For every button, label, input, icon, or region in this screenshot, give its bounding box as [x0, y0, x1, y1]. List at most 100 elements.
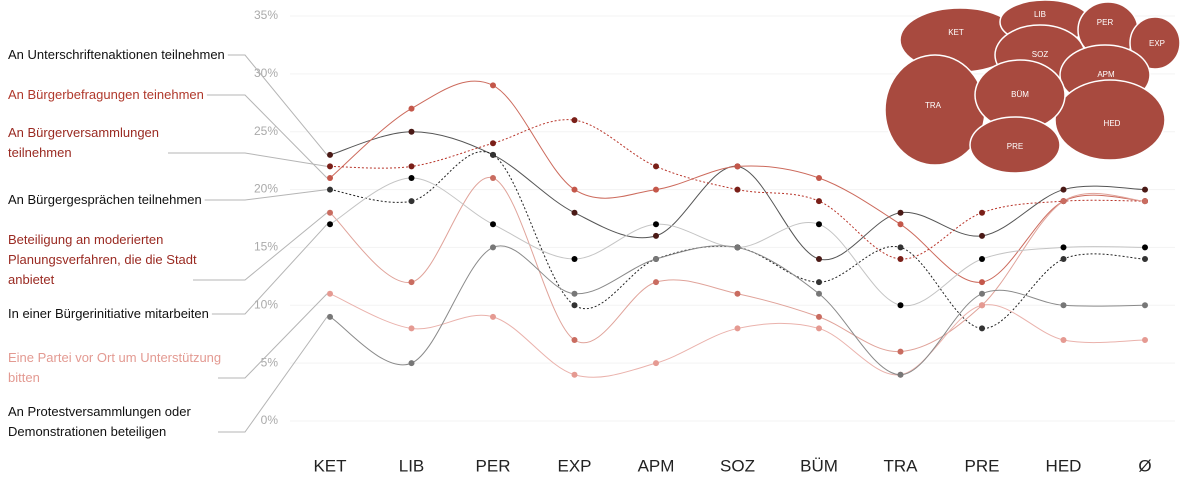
- data-point: [1061, 198, 1067, 204]
- x-tick-label: SOZ: [720, 456, 755, 475]
- data-point: [816, 314, 822, 320]
- x-tick-label: LIB: [399, 456, 425, 475]
- data-point: [572, 117, 578, 123]
- data-point: [572, 210, 578, 216]
- milieu-map: KET LIB PER EXP APM SOZ BÜM TRA PRE HED: [885, 0, 1180, 173]
- map-label: PRE: [1007, 142, 1023, 151]
- data-point: [409, 279, 415, 285]
- data-point: [816, 279, 822, 285]
- data-point: [1142, 244, 1148, 250]
- x-tick-label: KET: [313, 456, 346, 475]
- data-point: [490, 221, 496, 227]
- data-point: [1142, 302, 1148, 308]
- data-point: [1061, 256, 1067, 262]
- data-point: [735, 187, 741, 193]
- data-point: [979, 233, 985, 239]
- series-label: Eine Partei vor Ort um Unterstützung bit…: [8, 348, 248, 388]
- data-point: [1061, 187, 1067, 193]
- data-point: [1142, 198, 1148, 204]
- map-label: TRA: [925, 101, 942, 110]
- x-tick-label: Ø: [1138, 456, 1151, 475]
- page: 0%5%10%15%20%25%30%35% KET LIB PER EXP A…: [0, 0, 1182, 480]
- data-point: [979, 302, 985, 308]
- data-point: [1061, 302, 1067, 308]
- series-line: [330, 152, 1145, 329]
- data-point: [327, 291, 333, 297]
- data-point: [898, 372, 904, 378]
- data-point: [979, 279, 985, 285]
- data-point: [409, 106, 415, 112]
- y-tick-label: 15%: [254, 240, 278, 254]
- data-point: [898, 244, 904, 250]
- series-label: Beteiligung an moderierten Planungsverfa…: [8, 230, 223, 290]
- data-point: [572, 256, 578, 262]
- series-label: An Unterschriftenaktionen teilnehmen: [8, 45, 225, 65]
- series-label: An Bürgerversammlungen teilnehmen: [8, 123, 198, 163]
- data-point: [898, 256, 904, 262]
- y-tick-label: 20%: [254, 182, 278, 196]
- data-point: [1061, 244, 1067, 250]
- map-label: SOZ: [1032, 50, 1049, 59]
- data-point: [735, 163, 741, 169]
- data-point: [490, 82, 496, 88]
- series-label: An Bürgerbefragungen teinehmen: [8, 85, 204, 105]
- y-tick-label: 35%: [254, 8, 278, 22]
- map-label: KET: [948, 28, 964, 37]
- data-point: [816, 291, 822, 297]
- data-point: [979, 291, 985, 297]
- data-point: [1142, 187, 1148, 193]
- data-point: [735, 325, 741, 331]
- data-point: [653, 360, 659, 366]
- data-point: [409, 175, 415, 181]
- data-point: [898, 302, 904, 308]
- data-point: [572, 291, 578, 297]
- data-point: [327, 314, 333, 320]
- data-point: [1142, 337, 1148, 343]
- map-label: PER: [1097, 18, 1114, 27]
- data-point: [409, 163, 415, 169]
- data-point: [1061, 337, 1067, 343]
- data-point: [327, 221, 333, 227]
- map-label: LIB: [1034, 10, 1046, 19]
- data-point: [572, 337, 578, 343]
- data-point: [327, 187, 333, 193]
- data-point: [572, 302, 578, 308]
- x-tick-label: BÜM: [800, 456, 838, 475]
- series-label: An Protestversammlungen oder Demonstrati…: [8, 402, 248, 442]
- data-point: [490, 244, 496, 250]
- data-point: [572, 372, 578, 378]
- data-point: [409, 198, 415, 204]
- data-point: [653, 279, 659, 285]
- data-point: [898, 210, 904, 216]
- data-point: [490, 152, 496, 158]
- data-point: [816, 198, 822, 204]
- data-point: [653, 163, 659, 169]
- data-point: [979, 325, 985, 331]
- data-point: [898, 349, 904, 355]
- map-label: BÜM: [1011, 90, 1029, 99]
- y-tick-label: 25%: [254, 124, 278, 138]
- data-point: [653, 233, 659, 239]
- x-tick-label: PRE: [965, 456, 1000, 475]
- data-point: [653, 256, 659, 262]
- data-point: [735, 244, 741, 250]
- x-tick-label: EXP: [557, 456, 591, 475]
- data-point: [653, 187, 659, 193]
- y-tick-label: 0%: [261, 413, 279, 427]
- x-tick-label: APM: [638, 456, 675, 475]
- data-point: [327, 210, 333, 216]
- series-label: In einer Bürgerinitiative mitarbeiten: [8, 304, 209, 324]
- x-tick-label: TRA: [884, 456, 919, 475]
- data-point: [653, 221, 659, 227]
- map-label: APM: [1097, 70, 1115, 79]
- data-point: [572, 187, 578, 193]
- data-point: [409, 360, 415, 366]
- data-point: [490, 140, 496, 146]
- data-point: [816, 256, 822, 262]
- data-point: [490, 175, 496, 181]
- data-point: [816, 221, 822, 227]
- data-point: [1142, 256, 1148, 262]
- y-tick-label: 30%: [254, 66, 278, 80]
- data-point: [898, 221, 904, 227]
- series-line: [330, 246, 1145, 375]
